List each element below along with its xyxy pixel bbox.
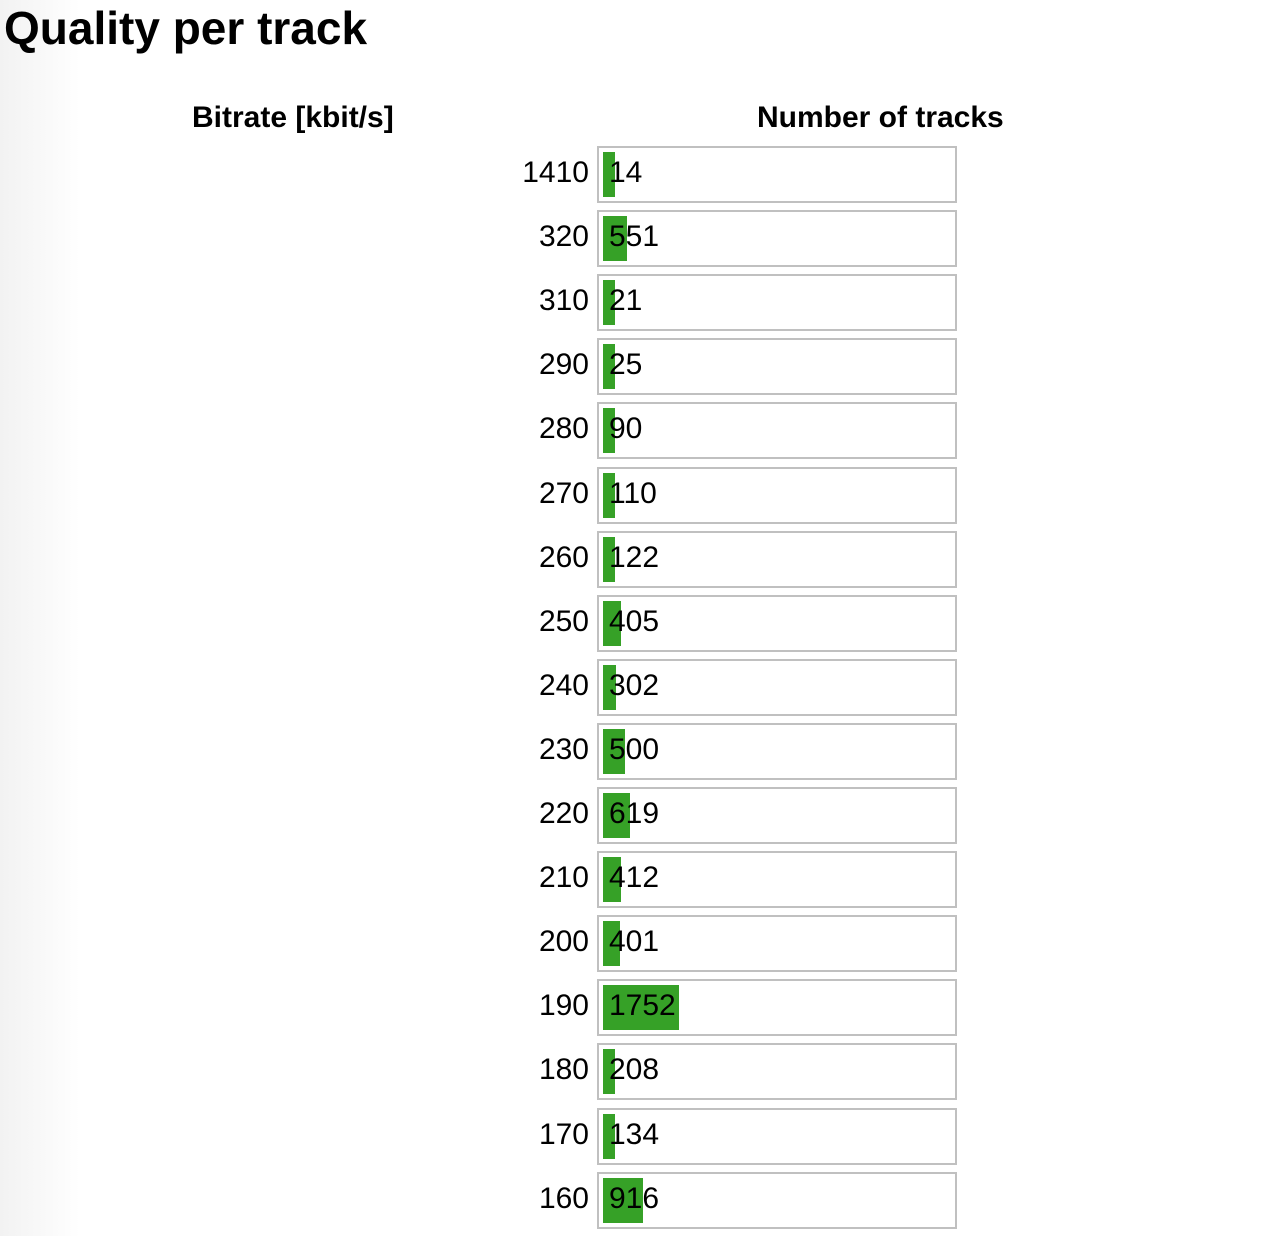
bar: [603, 408, 616, 454]
bitrate-column-header: Bitrate [kbit/s]: [192, 101, 394, 134]
track-count-label: 208: [609, 1053, 660, 1087]
track-count-label: 500: [609, 732, 660, 766]
bar-track: 208: [597, 1043, 957, 1101]
bar-track: 500: [597, 722, 957, 780]
bar-track: 1752: [597, 979, 957, 1037]
bar-track: 110: [597, 466, 957, 524]
bar-row: 240 302: [0, 658, 1285, 716]
bar-track: 21: [597, 274, 957, 332]
track-count-label: 110: [609, 476, 657, 510]
chart-title: Quality per track: [4, 2, 368, 54]
bar: [603, 472, 616, 518]
bar-track: 122: [597, 530, 957, 588]
track-count-label: 916: [609, 1181, 660, 1215]
track-count-label: 619: [609, 797, 660, 830]
bitrate-label: 180: [538, 1053, 589, 1087]
bar-track: 405: [597, 594, 957, 652]
bar: [603, 536, 616, 582]
bar: [603, 985, 680, 1031]
track-count-label: 134: [609, 1117, 660, 1151]
track-count-label: 405: [609, 604, 660, 638]
track-count-label: 21: [609, 284, 643, 318]
bar-row: 200 401: [0, 915, 1285, 973]
bitrate-label: 200: [538, 925, 589, 959]
bar-row: 1410 14: [0, 146, 1285, 203]
bar: [603, 728, 625, 774]
bar-row: 260 122: [0, 530, 1285, 588]
bar: [603, 1177, 643, 1223]
bitrate-label: 1410: [522, 156, 589, 189]
bar-track: 619: [597, 787, 957, 844]
bar-row: 190 1752: [0, 979, 1285, 1037]
bar-row: 180 208: [0, 1043, 1285, 1101]
bitrate-label: 220: [538, 797, 589, 830]
bar: [603, 1049, 616, 1095]
bitrate-label: 310: [538, 284, 589, 318]
bar-row: 320 551: [0, 210, 1285, 268]
track-count-label: 14: [609, 156, 643, 189]
bar-track: 14: [597, 146, 957, 203]
bar-track: 551: [597, 210, 957, 268]
bar: [603, 857, 621, 903]
bitrate-label: 230: [538, 732, 589, 766]
bar-row: 290 25: [0, 338, 1285, 396]
bar: [603, 664, 617, 710]
bar-track: 302: [597, 658, 957, 716]
bar: [603, 280, 616, 326]
bar-row: 250 405: [0, 594, 1285, 652]
bar: [603, 793, 630, 838]
bar-track: 401: [597, 915, 957, 973]
bitrate-label: 260: [538, 540, 589, 574]
bar-track: 134: [597, 1107, 957, 1165]
track-count-label: 412: [609, 861, 660, 895]
bitrate-label: 160: [538, 1181, 589, 1215]
track-count-label: 90: [609, 412, 643, 446]
bitrate-label: 280: [538, 412, 589, 446]
bar: [603, 921, 621, 967]
bar-row: 210 412: [0, 851, 1285, 909]
track-count-label: 551: [609, 220, 660, 254]
track-count-label: 25: [609, 348, 643, 382]
bitrate-label: 290: [538, 348, 589, 382]
bar: [603, 152, 616, 197]
bar-track: 412: [597, 851, 957, 909]
bar-track: 25: [597, 338, 957, 396]
bar: [603, 216, 627, 262]
bar-row: 270 110: [0, 466, 1285, 524]
bitrate-label: 250: [538, 604, 589, 638]
bar: [603, 600, 621, 646]
track-count-label: 302: [609, 668, 660, 702]
tracks-column-header: Number of tracks: [757, 101, 1004, 134]
bar-row: 220 619: [0, 787, 1285, 844]
bitrate-label: 240: [538, 668, 589, 702]
bitrate-label: 170: [538, 1117, 589, 1151]
bar: [603, 344, 616, 390]
bar-row: 280 90: [0, 402, 1285, 460]
bitrate-label: 320: [538, 220, 589, 254]
bar-track: 916: [597, 1171, 957, 1229]
track-count-label: 401: [609, 925, 660, 959]
bar-row: 310 21: [0, 274, 1285, 332]
bar-track: 90: [597, 402, 957, 460]
bar-row: 230 500: [0, 722, 1285, 780]
bar-row: 170 134: [0, 1107, 1285, 1165]
bitrate-label: 270: [538, 476, 589, 510]
bar-row: 160 916: [0, 1171, 1285, 1229]
bitrate-label: 190: [538, 989, 589, 1023]
bar: [603, 1113, 616, 1159]
bitrate-label: 210: [538, 861, 589, 895]
track-count-label: 122: [609, 540, 660, 574]
track-count-label: 1752: [609, 989, 676, 1023]
